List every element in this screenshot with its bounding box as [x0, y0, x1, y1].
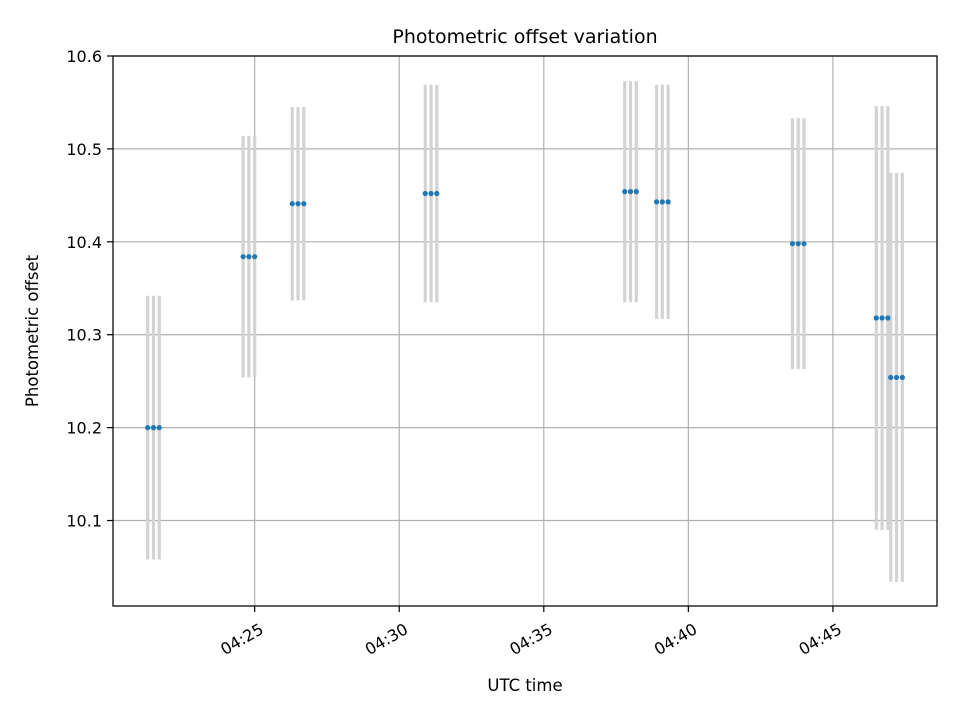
data-point: [801, 241, 807, 247]
data-point: [873, 315, 879, 321]
data-point: [888, 374, 894, 381]
chart-title: Photometric offset variation: [392, 26, 657, 48]
y-tick-label: 10.1: [66, 512, 102, 531]
data-point: [633, 189, 639, 195]
data-point: [295, 201, 301, 207]
data-point: [422, 190, 428, 197]
y-tick-label: 10.5: [66, 140, 102, 159]
data-point: [240, 254, 246, 260]
data-point: [789, 241, 796, 247]
y-tick-label: 10.6: [66, 47, 102, 66]
data-point: [301, 201, 307, 207]
data-point: [885, 315, 891, 321]
data-point: [653, 199, 660, 205]
data-points: [145, 189, 905, 431]
data-point: [434, 190, 440, 197]
data-point: [899, 374, 905, 381]
data-point: [150, 425, 157, 431]
data-point: [879, 315, 885, 321]
x-axis-label: UTC time: [487, 676, 562, 695]
data-point: [156, 425, 162, 431]
y-axis: 10.1 10.2 10.3 10.4 10.5 10.6: [66, 47, 113, 531]
data-point: [659, 199, 665, 205]
data-point: [665, 199, 671, 205]
data-point: [622, 189, 628, 195]
data-point: [893, 374, 900, 381]
y-tick-label: 10.3: [66, 326, 102, 345]
data-point: [252, 254, 258, 260]
y-tick-label: 10.4: [66, 233, 102, 252]
y-axis-label: Photometric offset: [23, 254, 42, 407]
plot-frame: [112, 55, 938, 607]
data-point: [795, 241, 801, 247]
data-point: [289, 201, 295, 207]
data-point: [627, 189, 634, 195]
y-tick-label: 10.2: [66, 419, 102, 438]
data-point: [246, 254, 252, 260]
data-point: [145, 425, 151, 431]
data-point: [428, 190, 434, 197]
